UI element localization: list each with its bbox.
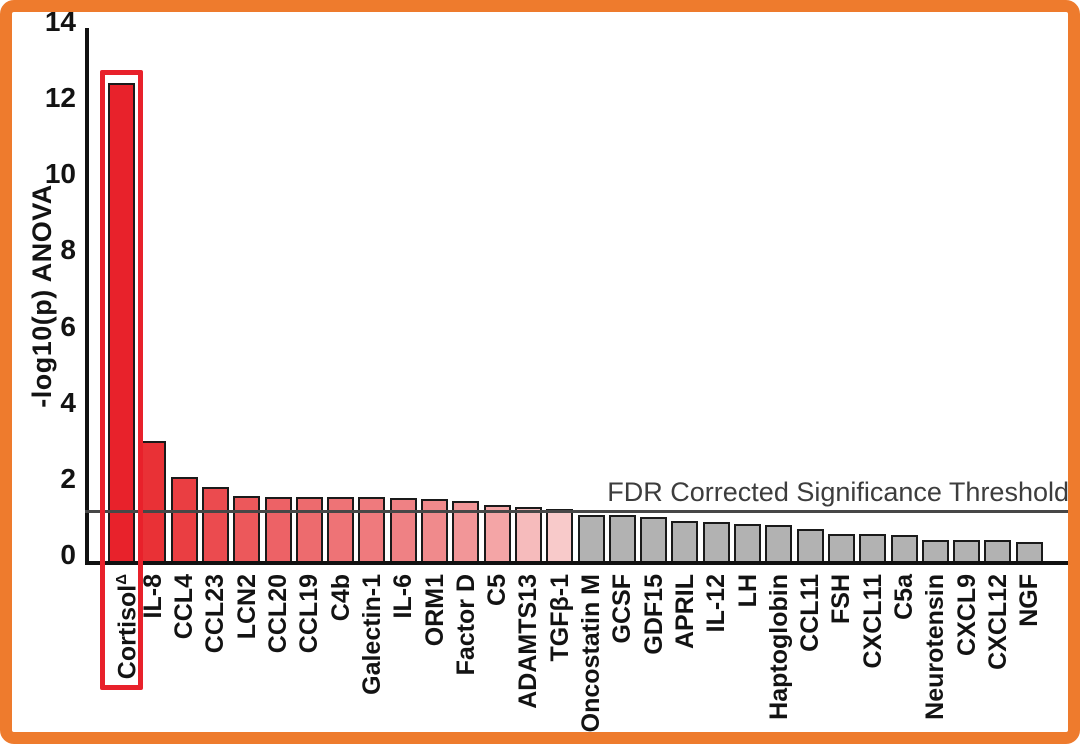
bar [859,534,887,563]
x-axis-line [85,561,1069,565]
x-axis-label: CXCL9 [952,574,981,656]
x-axis-label: CCL11 [796,574,825,652]
x-axis-label: Neurotensin [921,574,950,720]
x-axis-label: CCL20 [264,574,292,654]
x-axis-label: CXCL11 [858,574,887,669]
bar [984,540,1012,563]
x-axis-label: ORM1 [420,574,449,647]
bar [1015,542,1043,563]
x-axis-label: APRIL [670,574,699,649]
bar [546,509,574,563]
x-axis-label: TGFβ-1 [545,574,574,662]
bar [953,540,981,563]
bar [514,507,542,563]
x-axis-label: IL-12 [702,574,731,633]
x-axis-label: IL-8 [138,574,167,619]
x-axis-label: LCN2 [232,574,261,640]
x-axis-label: ADAMTS13 [514,574,543,709]
x-axis-label: CXCL12 [983,574,1012,670]
bar [827,534,855,563]
y-tick-label: 8 [60,234,76,266]
x-axis-label: Oncostatin M [577,574,605,733]
bar [264,497,292,563]
bar [139,441,167,563]
x-axis-label: IL-6 [389,574,418,619]
x-axis-label: GDF15 [639,574,668,655]
x-axis-label: NGF [1015,574,1044,627]
bar [421,499,448,563]
bar [702,522,730,563]
bar [108,83,135,563]
x-axis-label: C5a [890,574,918,620]
threshold-label: FDR Corrected Significance Threshold [607,477,1069,507]
bar [389,498,417,563]
y-tick-label: 0 [60,539,76,570]
y-axis-title: -log10(p) ANOVA [27,184,57,408]
y-axis-line [85,28,89,565]
x-axis-label: Galectin-1 [357,574,386,695]
y-tick-label: 4 [60,386,76,418]
x-axis-label: CCL19 [295,574,324,654]
bar [577,515,605,563]
bar [233,496,261,563]
bar [765,525,793,563]
bar [170,477,198,563]
y-tick-label: 2 [60,462,76,494]
x-axis-label: Haptoglobin [764,574,793,720]
bar [671,521,699,563]
bar [796,529,824,563]
bar [921,540,949,563]
x-axis-label: LH [733,574,762,608]
x-axis-label: Factor D [451,574,480,676]
bar [295,497,323,563]
threshold-line [85,510,1069,513]
bar [890,535,918,563]
cortisol-highlight-box [100,70,143,690]
bar [608,515,636,563]
bar [201,487,229,563]
y-tick-label: 14 [44,6,76,37]
x-axis-label: C4b [326,574,355,622]
x-axis-label: CCL23 [201,574,230,654]
y-tick-label: 10 [44,158,76,190]
x-axis-label: C5 [483,574,512,606]
y-tick-label: 6 [60,310,76,342]
bar [734,524,761,563]
x-axis-label: FSH [827,574,856,624]
bar [483,505,511,563]
x-axis-label: CCL4 [170,574,199,640]
x-axis-label: GCSF [608,574,637,644]
y-tick-label: 12 [44,82,76,114]
bar [327,497,355,563]
bar [358,497,386,563]
bar [640,517,668,563]
